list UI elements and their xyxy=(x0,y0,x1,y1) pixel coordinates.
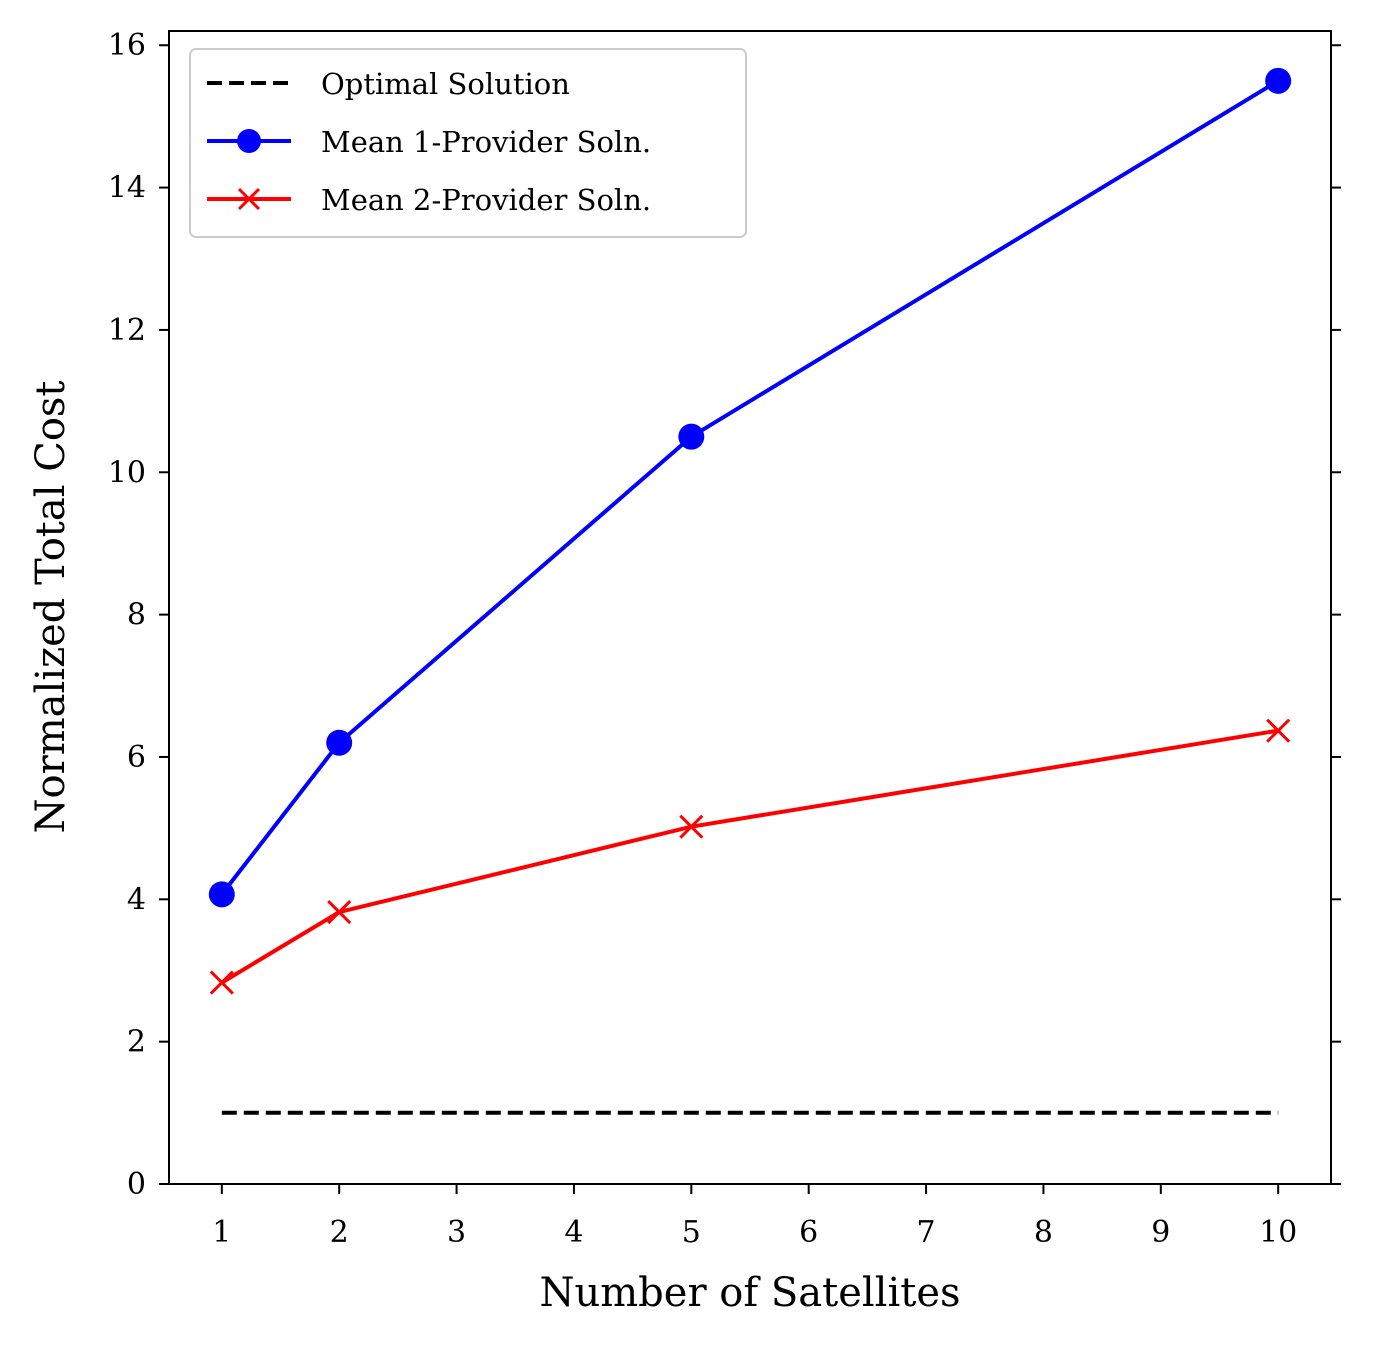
legend-entry-1-provider: Mean 1-Provider Soln. xyxy=(207,125,651,159)
legend-entry-2-provider: Mean 2-Provider Soln. xyxy=(207,183,651,217)
y-tick-label: 14 xyxy=(108,171,146,206)
series-layer xyxy=(208,67,1292,1115)
y-tick-label: 8 xyxy=(127,598,146,633)
x-tick-label: 4 xyxy=(564,1215,583,1250)
legend-marker-2-provider xyxy=(237,187,261,211)
data-point-mean-1-provider-soln xyxy=(326,729,353,756)
x-tick-label: 3 xyxy=(447,1215,466,1250)
x-tick-label: 6 xyxy=(799,1215,818,1250)
data-point-mean-2-provider-soln xyxy=(1266,718,1291,743)
legend-frame xyxy=(189,48,747,238)
legend: Optimal Solution Mean 1-Provider Soln. M… xyxy=(189,48,747,238)
y-tick-label: 12 xyxy=(108,313,146,348)
y-tick-label: 10 xyxy=(108,455,146,490)
x-tick-label: 8 xyxy=(1034,1215,1053,1250)
x-tick-label: 7 xyxy=(917,1215,936,1250)
data-point-mean-1-provider-soln xyxy=(678,423,705,450)
data-point-mean-1-provider-soln xyxy=(1265,67,1292,94)
x-tick-label: 5 xyxy=(682,1215,701,1250)
x-tick-label: 9 xyxy=(1151,1215,1170,1250)
legend-label-2-provider: Mean 2-Provider Soln. xyxy=(321,183,651,217)
legend-marker-1-provider xyxy=(237,129,261,153)
x-tick-label: 2 xyxy=(330,1215,349,1250)
legend-entry-optimal: Optimal Solution xyxy=(207,67,570,101)
legend-label-1-provider: Mean 1-Provider Soln. xyxy=(321,125,651,159)
data-point-mean-1-provider-soln xyxy=(208,881,235,908)
y-tick-label: 2 xyxy=(127,1025,146,1060)
y-tick-label: 6 xyxy=(127,740,146,775)
y-tick-label: 4 xyxy=(127,882,146,917)
series-line-mean-1-provider-soln xyxy=(220,79,1280,896)
data-point-mean-2-provider-soln xyxy=(679,814,704,839)
x-tick-label: 1 xyxy=(212,1215,231,1250)
y-tick-label: 0 xyxy=(127,1167,146,1202)
x-tick-label: 10 xyxy=(1259,1215,1297,1250)
y-axis-title: Normalized Total Cost xyxy=(28,380,74,833)
legend-label-optimal: Optimal Solution xyxy=(321,67,570,101)
x-axis-title: Number of Satellites xyxy=(539,1270,960,1316)
data-point-mean-2-provider-soln xyxy=(327,900,352,925)
plot-frame xyxy=(168,30,1332,1185)
series-line-mean-2-provider-soln xyxy=(220,728,1279,985)
data-point-mean-2-provider-soln xyxy=(209,970,234,995)
y-tick-label: 16 xyxy=(108,28,146,63)
